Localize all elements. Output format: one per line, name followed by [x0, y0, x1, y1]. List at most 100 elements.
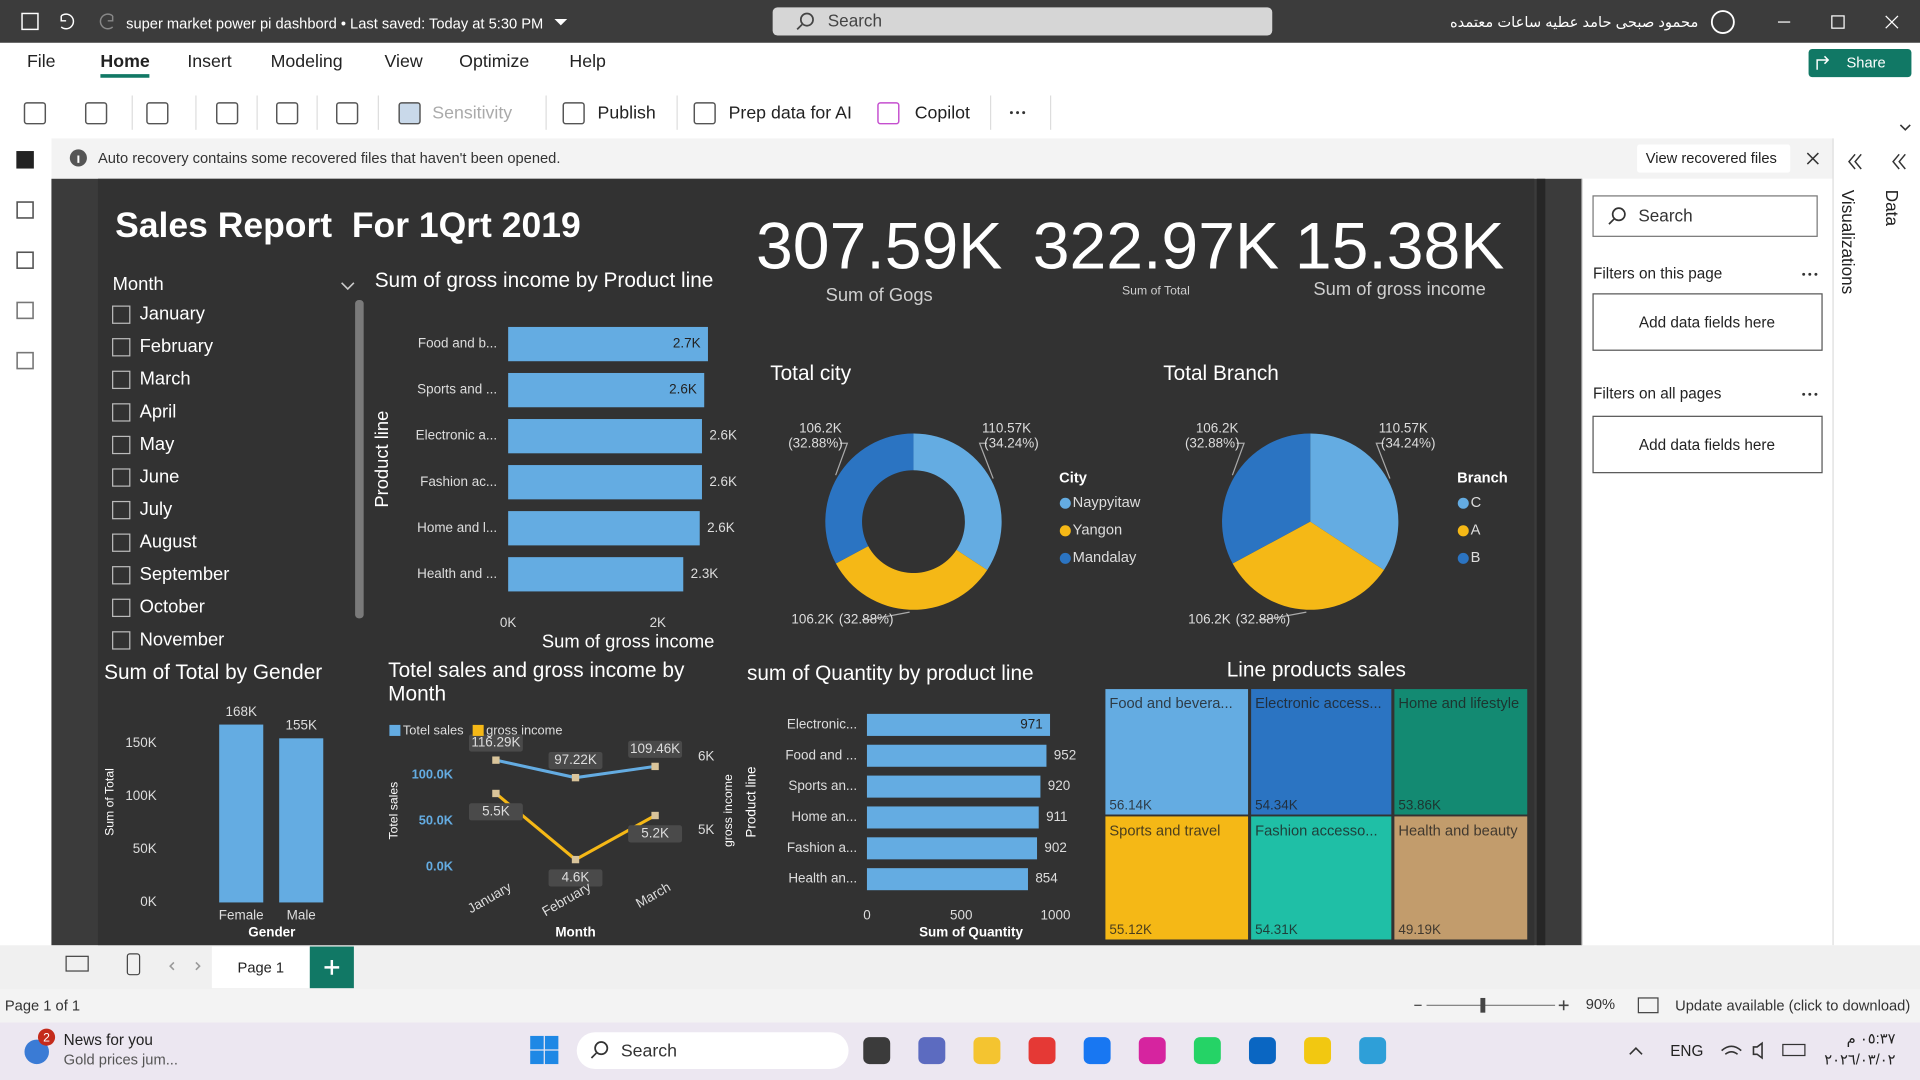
- ribbon-icon[interactable]: [693, 102, 716, 125]
- collapse-chevron[interactable]: [1848, 153, 1862, 170]
- side-tab[interactable]: Visualizations: [1838, 190, 1858, 294]
- ribbon-icon[interactable]: [23, 102, 47, 125]
- menu-item[interactable]: View: [384, 51, 422, 71]
- ribbon-icon[interactable]: [276, 102, 299, 125]
- slicer-checkbox[interactable]: [112, 305, 131, 324]
- page-tab[interactable]: [211, 946, 310, 989]
- desktop-view-icon[interactable]: [65, 955, 89, 972]
- mobile-view-icon[interactable]: [126, 953, 141, 976]
- ribbon-item[interactable]: Copilot: [915, 103, 970, 123]
- taskbar-app[interactable]: [1138, 1037, 1166, 1065]
- slicer-checkbox[interactable]: [112, 598, 131, 618]
- filter-drop-zone[interactable]: [1592, 293, 1823, 351]
- view-icon[interactable]: [16, 301, 34, 320]
- menu-item[interactable]: Insert: [187, 51, 231, 71]
- share-button[interactable]: [1808, 48, 1912, 78]
- taskbar-app[interactable]: [973, 1037, 1001, 1065]
- slicer-checkbox[interactable]: [112, 500, 131, 520]
- ribbon-icon[interactable]: [398, 102, 421, 125]
- update-notice[interactable]: Update available (click to download): [1675, 998, 1910, 1014]
- side-tab[interactable]: Data: [1882, 190, 1902, 227]
- start-logo[interactable]: [544, 1035, 559, 1050]
- slicer-checkbox[interactable]: [112, 566, 131, 585]
- more-dot: [1016, 111, 1020, 115]
- slicer-item[interactable]: June: [140, 465, 180, 486]
- treemap-cell: [1392, 687, 1530, 817]
- save-icon[interactable]: [21, 12, 39, 31]
- data-label-bg: [548, 869, 603, 887]
- slicer-item[interactable]: November: [140, 628, 225, 649]
- slicer-item[interactable]: September: [140, 563, 230, 584]
- start-logo[interactable]: [530, 1035, 544, 1050]
- user-avatar[interactable]: [1710, 10, 1735, 34]
- ribbon-icon[interactable]: [84, 102, 108, 125]
- taskbar-app[interactable]: [1028, 1037, 1056, 1065]
- zoom-thumb[interactable]: [1480, 997, 1486, 1013]
- ribbon-icon[interactable]: [146, 102, 169, 125]
- slicer-checkbox[interactable]: [112, 533, 131, 552]
- taskbar-search[interactable]: [576, 1032, 849, 1069]
- slicer-item[interactable]: October: [140, 596, 205, 617]
- taskbar-app[interactable]: [1248, 1037, 1276, 1065]
- notice-close[interactable]: [1806, 152, 1819, 165]
- start-logo[interactable]: [530, 1050, 544, 1065]
- menu-item[interactable]: File: [27, 51, 56, 71]
- news-icon[interactable]: [24, 1039, 49, 1065]
- more-dot: [1802, 392, 1806, 396]
- bar: [219, 724, 264, 903]
- slicer-checkbox[interactable]: [112, 403, 131, 422]
- filters-search[interactable]: [1592, 195, 1818, 237]
- fit-page-icon[interactable]: [1637, 997, 1659, 1014]
- menu-item[interactable]: Optimize: [459, 51, 529, 71]
- slicer-checkbox[interactable]: [112, 338, 131, 357]
- view-icon[interactable]: [16, 351, 34, 370]
- kpi-label: Sum of Total: [1122, 284, 1190, 298]
- taskbar-app[interactable]: [1304, 1037, 1332, 1065]
- slicer-item[interactable]: March: [140, 368, 191, 389]
- slicer-item[interactable]: August: [140, 531, 197, 552]
- title-search[interactable]: [772, 7, 1273, 36]
- menu-item[interactable]: Modeling: [271, 51, 343, 71]
- undo-icon[interactable]: [60, 13, 75, 30]
- slicer-item[interactable]: January: [140, 303, 206, 324]
- x-axis-title: Sum of gross income: [542, 631, 714, 652]
- slicer-item[interactable]: May: [140, 433, 176, 454]
- view-icon[interactable]: [16, 201, 34, 219]
- close[interactable]: [1885, 15, 1899, 29]
- filter-drop-zone[interactable]: [1592, 415, 1823, 474]
- data-label-percent: (32.88%): [1236, 611, 1291, 626]
- taskbar-app[interactable]: [863, 1037, 891, 1065]
- slicer-item[interactable]: April: [140, 400, 177, 421]
- page-tab-text[interactable]: Page 1: [238, 960, 285, 976]
- ribbon-icon[interactable]: [562, 102, 585, 125]
- notice-button[interactable]: [1637, 144, 1791, 173]
- taskbar-app[interactable]: [1193, 1037, 1221, 1065]
- slicer-checkbox[interactable]: [112, 631, 131, 650]
- menu-item[interactable]: Help: [569, 51, 606, 71]
- ribbon-icon[interactable]: [877, 102, 900, 125]
- legend-label: Naypyitaw: [1073, 495, 1141, 511]
- collapse-chevron[interactable]: [1892, 153, 1906, 170]
- slicer-checkbox[interactable]: [112, 468, 131, 487]
- start-logo[interactable]: [544, 1050, 559, 1065]
- ribbon-icon[interactable]: [336, 102, 359, 125]
- ribbon-item[interactable]: Sensitivity: [432, 103, 512, 123]
- news-title: News for you: [64, 1032, 153, 1049]
- view-icon[interactable]: [16, 251, 34, 269]
- taskbar-app[interactable]: [1083, 1037, 1111, 1065]
- taskbar-app[interactable]: [918, 1037, 946, 1065]
- taskbar-app[interactable]: [1359, 1037, 1387, 1065]
- notice-button-text[interactable]: View recovered files: [1646, 151, 1777, 167]
- ribbon-icon[interactable]: [216, 102, 239, 125]
- legend-label: gross income: [486, 722, 562, 737]
- ribbon-item[interactable]: Publish: [598, 103, 656, 123]
- slicer-item[interactable]: February: [140, 335, 214, 356]
- menu-item[interactable]: Home: [100, 51, 149, 71]
- slicer-checkbox[interactable]: [112, 370, 131, 390]
- maximize[interactable]: [1831, 15, 1845, 29]
- share-text[interactable]: Share: [1847, 56, 1886, 72]
- ribbon-item[interactable]: Prep data for AI: [729, 103, 852, 123]
- slicer-checkbox[interactable]: [112, 435, 131, 455]
- data-label-percent: (32.88%): [839, 611, 894, 626]
- slicer-item[interactable]: July: [140, 498, 173, 519]
